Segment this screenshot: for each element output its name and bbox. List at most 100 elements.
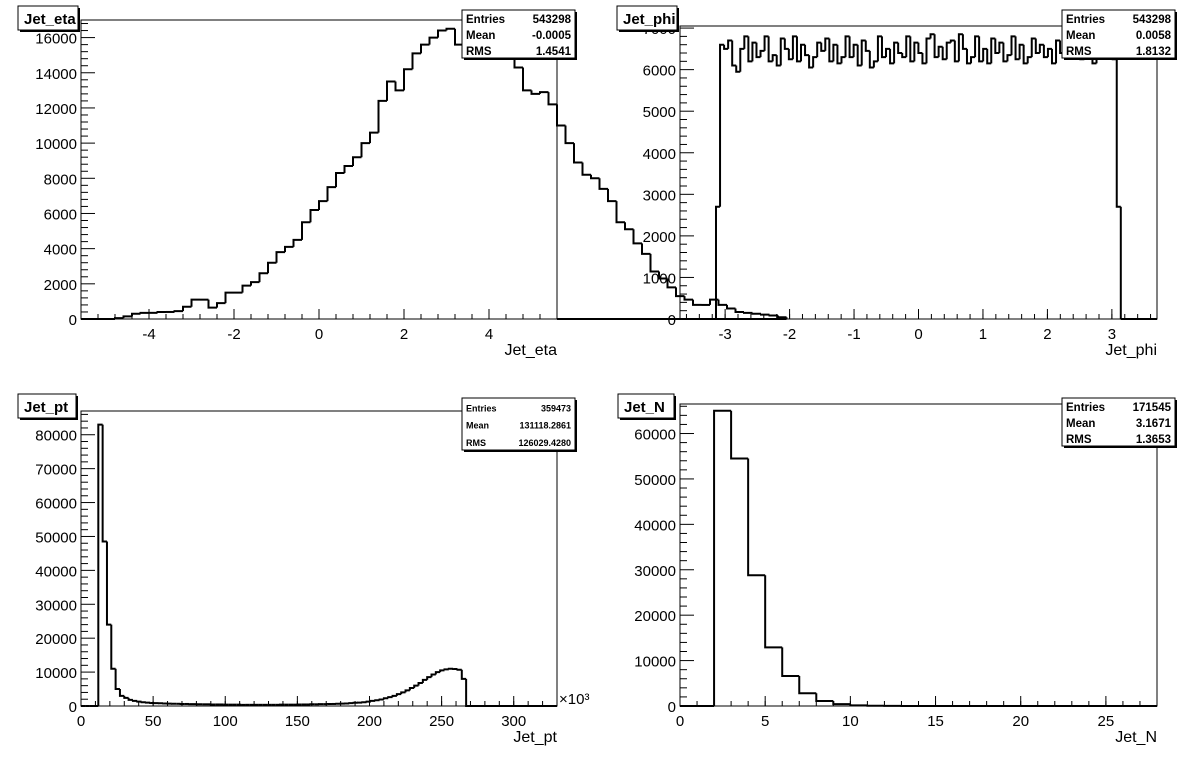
histogram-bin: [101, 424, 107, 543]
x-tick-label: 50: [145, 713, 162, 730]
histogram-panel-jet_phi: 01000200030004000500060007000-3-2-10123J…: [616, 5, 1177, 359]
histogram-bin: [982, 47, 988, 62]
histogram-bin: [632, 229, 642, 245]
histogram-bin: [933, 34, 939, 59]
y-tick-label: 6000: [44, 206, 77, 223]
histogram-bin: [1038, 43, 1044, 54]
y-tick-label: 60000: [634, 427, 676, 444]
histogram-bin: [430, 673, 436, 678]
stats-label-rms: RMS: [1066, 46, 1092, 58]
histogram-bin: [352, 156, 362, 166]
histogram-bin: [965, 48, 972, 65]
histogram-bin: [207, 299, 217, 309]
histogram-bin: [986, 48, 992, 65]
histogram-bin: [343, 164, 353, 174]
y-tick-label: 40000: [35, 563, 77, 580]
histogram-bin: [360, 142, 370, 158]
histogram-bin: [590, 174, 600, 180]
histogram-bin: [1014, 36, 1020, 61]
y-tick-label: 50000: [35, 529, 77, 546]
y-tick-label: 0: [69, 699, 77, 716]
y-tick-label: 12000: [35, 101, 77, 118]
x-tick-label: 25: [1098, 713, 1115, 730]
histogram-bin: [658, 271, 668, 280]
histogram-bin: [378, 698, 384, 701]
y-tick-label: 20000: [634, 608, 676, 625]
histogram-bins: [81, 27, 788, 320]
histogram-bin: [917, 42, 923, 55]
histogram-bin: [365, 700, 371, 703]
histogram-bin: [434, 671, 441, 675]
stats-label-entries: Entries: [466, 14, 505, 26]
histogram-bin: [539, 91, 549, 94]
histogram-bin: [893, 41, 899, 64]
histogram-bin: [1022, 44, 1028, 65]
histogram-panel-jet_n: 0 10000 20000 30000 40000 50000 60000 0 5 10 15 20 2…: [617, 393, 1177, 746]
histogram-bin: [880, 36, 887, 59]
histogram-bin: [864, 40, 870, 52]
histogram-bin: [849, 704, 868, 707]
histogram-bin: [957, 33, 963, 62]
y-tick-label: 10000: [35, 136, 77, 153]
histogram-bin: [123, 695, 129, 699]
histogram-bin: [136, 700, 142, 703]
histogram-bin: [734, 308, 744, 313]
histogram-bin: [840, 56, 846, 64]
stats-value-rms: 126029.4280: [518, 438, 571, 448]
y-tick-label: 30000: [35, 597, 77, 614]
y-tick-label: 6000: [643, 63, 676, 80]
histogram-bin: [411, 52, 421, 70]
histogram-bins: [81, 423, 557, 707]
histogram-bin: [747, 458, 766, 577]
histogram-bin: [727, 39, 733, 49]
stats-value-mean: -0.0005: [532, 30, 572, 42]
stats-value-mean: 131118.2861: [519, 421, 571, 431]
histogram-bin: [420, 43, 430, 54]
histogram-bin: [460, 669, 467, 680]
histogram-bin: [641, 243, 651, 255]
x-tick-label: 4: [485, 326, 493, 343]
histogram-bin: [1050, 48, 1057, 65]
stats-box: [461, 397, 576, 451]
histogram-bin: [828, 38, 834, 63]
histogram-bin: [649, 253, 659, 273]
histogram-bin: [808, 55, 814, 69]
x-tick-label: 10: [842, 713, 859, 730]
histogram-bin: [787, 48, 793, 61]
histogram-bin: [723, 44, 729, 50]
histogram-bin: [889, 48, 895, 65]
histogram-bin: [140, 701, 146, 704]
y-tick-label: 14000: [35, 66, 77, 83]
stats-label-entries: Entries: [1066, 402, 1105, 414]
histogram-bin: [775, 55, 781, 67]
x-tick-label: 200: [357, 713, 382, 730]
x-tick-label: 20: [1012, 713, 1029, 730]
y-tick-label: 0: [668, 699, 676, 716]
histogram-bin: [913, 41, 919, 62]
histogram-bin: [1010, 35, 1016, 56]
y-tick-label: 0: [668, 312, 676, 329]
x-tick-label: -4: [142, 326, 155, 343]
histogram-bin: [767, 36, 773, 63]
histogram-bin: [131, 699, 138, 702]
histogram-bin: [114, 317, 124, 320]
histogram-bin: [443, 668, 449, 671]
histogram-bin: [447, 667, 454, 670]
x-axis-multiplier: ×10³: [559, 691, 589, 708]
histogram-bin: [937, 45, 943, 58]
histogram-bin: [326, 186, 336, 202]
histogram-bin: [961, 34, 967, 50]
x-tick-label: 2: [400, 326, 408, 343]
histogram-bin: [804, 44, 810, 57]
x-tick-label: 0: [914, 326, 922, 343]
plot-frame: [80, 19, 558, 320]
stats-value-rms: 1.8132: [1136, 46, 1171, 58]
plot-frame: [679, 25, 1158, 320]
x-axis-title: Jet_N: [1115, 729, 1157, 746]
histogram-bin: [564, 125, 574, 145]
histogram-bin: [439, 669, 445, 673]
stats-label-rms: RMS: [466, 438, 486, 448]
x-tick-label: -2: [783, 326, 796, 343]
y-tick-label: 0: [69, 312, 77, 329]
histogram-bin: [781, 647, 800, 678]
